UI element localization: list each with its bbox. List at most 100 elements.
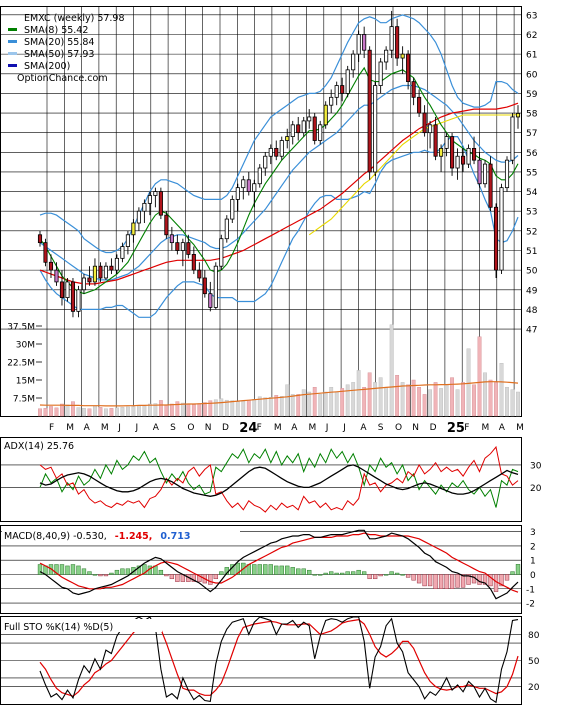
sma50-line (308, 113, 519, 236)
candle-body (515, 113, 521, 118)
macd-hist-bar (87, 571, 92, 575)
macd-hist-value: 0.713 (160, 531, 190, 542)
candle-body (131, 222, 136, 236)
candle-body (504, 159, 510, 189)
volume-bar (87, 408, 92, 417)
price-axis: 63 62 61 60 59 58 57 56 55 54 53 52 51 50 49 48 47 (526, 11, 538, 335)
stochastic-tick-label: 80 (528, 631, 540, 641)
price-tick-label: 57 (526, 129, 537, 139)
macd-hist-bar (493, 574, 499, 592)
candle-body (373, 85, 378, 173)
candle-body (285, 136, 290, 141)
macd-hist-bar (318, 574, 323, 576)
candle-body (389, 26, 394, 51)
candle-body (499, 187, 504, 271)
volume-bar (450, 377, 454, 417)
candle-body (142, 202, 147, 212)
candle-body (312, 116, 317, 141)
volume-bar (180, 402, 185, 417)
legend-sma20-label: SMA(20) 55.84 (24, 37, 94, 48)
volume-bar (400, 382, 405, 417)
volume-bar (417, 387, 422, 417)
candle-body (384, 49, 389, 63)
volume-bar (71, 401, 75, 417)
price-tick-label: 58 (526, 110, 538, 120)
macd-hist-bar (466, 574, 471, 585)
volume-bar (428, 389, 432, 417)
volume-bar (43, 408, 48, 417)
volume-bar (505, 387, 509, 417)
volume-bar (455, 389, 460, 417)
macd-hist-bar (438, 574, 444, 590)
macd-hist-bar (191, 574, 197, 582)
stochastic-grid: 80 50 20 (0, 631, 540, 693)
month-label: M (274, 423, 282, 433)
volume-bar (340, 388, 345, 417)
volume-bar (466, 348, 471, 417)
year-label: 25 (447, 421, 465, 436)
volume-bars (38, 324, 520, 417)
volume-bar (411, 379, 416, 417)
volume-bar (307, 391, 312, 417)
volume-bar (384, 387, 389, 417)
stochastic-panel: 80 50 20 Full STO %K(14) %D(5) (0, 616, 540, 705)
month-label: D (222, 423, 229, 433)
macd-hist-bar (301, 568, 306, 575)
month-label: J (325, 423, 329, 433)
legend: EMXC (weekly) 57.98 SMA(8) 55.42 SMA(20)… (8, 13, 125, 84)
candle-body (76, 289, 81, 312)
legend-title: EMXC (weekly) 57.98 (24, 13, 125, 24)
candle-body (208, 293, 213, 308)
volume-bar (422, 394, 427, 417)
adx-line (39, 464, 519, 497)
macd-hist-bar (296, 568, 301, 575)
macd-hist-bar (383, 574, 389, 576)
volume-bar (109, 408, 114, 417)
candle-body (466, 147, 471, 165)
volume-bar (488, 379, 493, 417)
candle-body (180, 242, 185, 251)
candle-body (65, 281, 70, 299)
candle-body (318, 124, 323, 141)
macd-hist-bar (109, 572, 114, 575)
candle-body (158, 191, 163, 216)
volume-bar (312, 387, 317, 417)
volume-bar (323, 391, 328, 417)
candle-body (164, 214, 169, 236)
volume-bar (274, 395, 279, 417)
candle-body (411, 81, 416, 98)
volume-bar (208, 400, 213, 417)
candle-body (395, 26, 400, 59)
candle-body (125, 234, 130, 247)
macd-hist-bar (65, 565, 70, 575)
volume-bar (439, 388, 443, 417)
volume-bar (38, 408, 42, 417)
month-labels: F M A M J J A S O N D 24 F M A M J J A S O N D 25 F M A M (49, 421, 524, 436)
month-label: A (360, 423, 367, 433)
volume-bar (142, 405, 147, 417)
month-label: S (170, 423, 176, 433)
candle-body (153, 191, 158, 196)
bollinger-upper-line (39, 14, 519, 254)
candle-body (461, 155, 466, 165)
volume-bar (164, 405, 169, 417)
volume-bar (494, 382, 498, 417)
candle-body (241, 179, 246, 189)
macd-hist-bar (37, 564, 43, 575)
macd-hist-bar (323, 572, 328, 575)
candle-body (230, 199, 235, 220)
candle-body (98, 265, 103, 279)
price-tick-label: 49 (526, 286, 538, 296)
year-label: 24 (239, 421, 257, 436)
macd-hist-bar (449, 574, 455, 590)
volume-bar (433, 382, 438, 417)
volume-bar (257, 396, 262, 417)
candle-body (323, 104, 328, 126)
month-label: A (153, 423, 160, 433)
legend-swatch-sma8 (8, 28, 17, 31)
volume-bar (82, 408, 86, 417)
macd-hist-bar (389, 571, 394, 575)
macd-hist-bar (290, 567, 295, 575)
volume-bar (301, 389, 306, 417)
